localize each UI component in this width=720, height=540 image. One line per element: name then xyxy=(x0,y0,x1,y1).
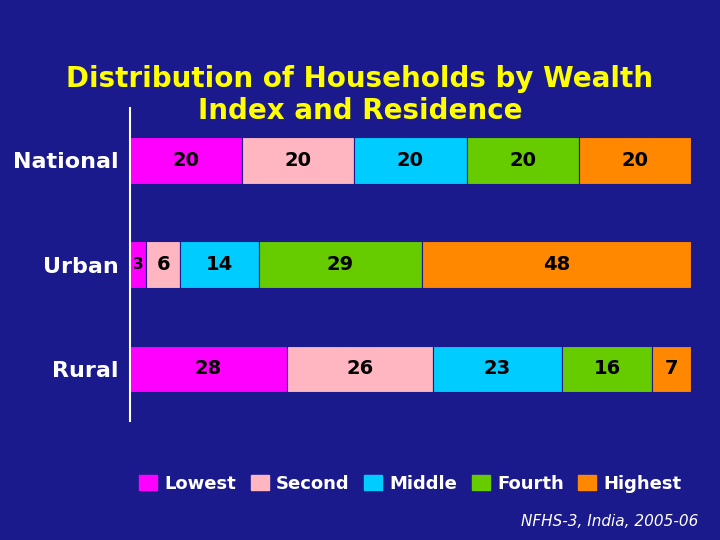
Text: 20: 20 xyxy=(172,151,199,170)
Text: 20: 20 xyxy=(284,151,312,170)
Text: 14: 14 xyxy=(206,255,233,274)
Bar xyxy=(130,241,146,288)
Text: 6: 6 xyxy=(156,255,170,274)
Text: NFHS-3, India, 2005-06: NFHS-3, India, 2005-06 xyxy=(521,514,698,529)
Legend: Lowest, Second, Middle, Fourth, Highest: Lowest, Second, Middle, Fourth, Highest xyxy=(132,468,689,500)
Bar xyxy=(287,346,433,393)
Bar xyxy=(130,346,287,393)
Bar xyxy=(579,137,691,184)
Bar xyxy=(652,346,691,393)
Text: Distribution of Households by Wealth
Index and Residence: Distribution of Households by Wealth Ind… xyxy=(66,65,654,125)
Text: 29: 29 xyxy=(327,255,354,274)
Text: 20: 20 xyxy=(509,151,536,170)
Text: 28: 28 xyxy=(194,360,222,379)
Bar xyxy=(562,346,652,393)
Bar xyxy=(146,241,180,288)
Bar xyxy=(467,137,579,184)
Text: 20: 20 xyxy=(397,151,424,170)
Text: 7: 7 xyxy=(665,360,678,379)
Text: 48: 48 xyxy=(543,255,570,274)
Text: 23: 23 xyxy=(484,360,511,379)
Bar xyxy=(180,241,258,288)
Text: 3: 3 xyxy=(132,257,143,272)
Bar xyxy=(433,346,562,393)
Bar xyxy=(422,241,691,288)
Text: 20: 20 xyxy=(621,151,649,170)
Bar xyxy=(354,137,467,184)
Text: 16: 16 xyxy=(593,360,621,379)
Bar xyxy=(130,137,242,184)
Bar xyxy=(242,137,354,184)
Text: 26: 26 xyxy=(346,360,374,379)
Bar xyxy=(258,241,422,288)
